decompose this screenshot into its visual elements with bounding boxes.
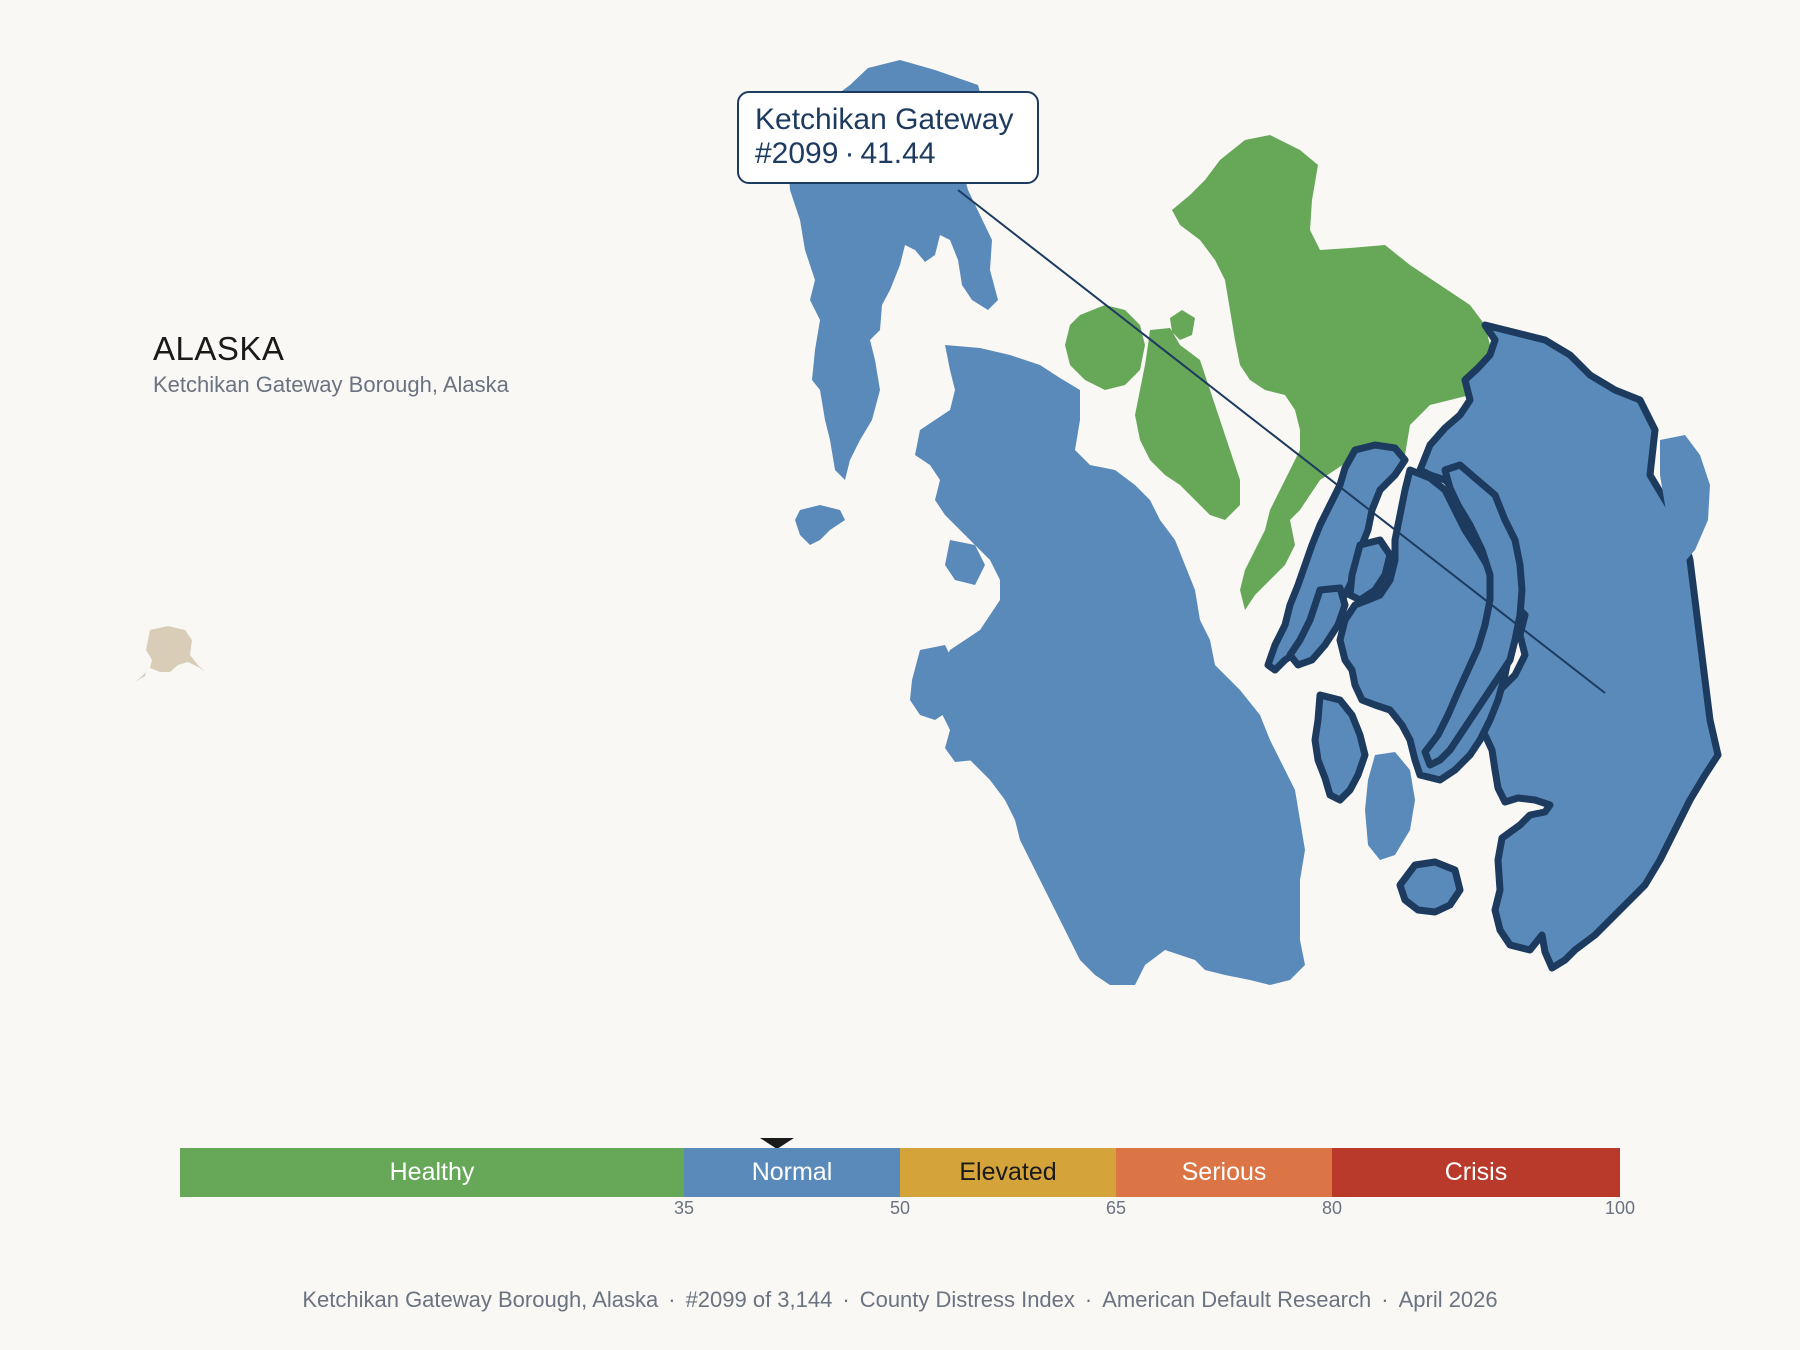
- county-tooltip: Ketchikan Gateway #2099 · 41.44: [737, 91, 1039, 184]
- county-region-pow-west-islands[interactable]: [910, 540, 1015, 762]
- legend-segment-healthy: Healthy: [180, 1148, 684, 1197]
- legend-tick-35: 35: [673, 1198, 695, 1218]
- county-region-south-islet[interactable]: [1365, 752, 1415, 860]
- footer-index: County Distress Index: [859, 1287, 1075, 1312]
- footer-date: April 2026: [1398, 1287, 1498, 1312]
- footer-county: Ketchikan Gateway Borough, Alaska: [302, 1287, 659, 1312]
- legend-tick-80: 80: [1321, 1198, 1343, 1218]
- county-region-green-mid-island[interactable]: [1135, 310, 1240, 520]
- county-region-east-blue[interactable]: [1660, 435, 1710, 565]
- state-title: ALASKA: [153, 330, 285, 367]
- tooltip-rank-score: #2099 · 41.44: [755, 137, 936, 170]
- county-region-green-west-island[interactable]: [1065, 305, 1145, 390]
- legend-segment-elevated: Elevated: [900, 1148, 1116, 1197]
- tooltip-score: 41.44: [860, 137, 936, 170]
- legend-tick-50: 50: [889, 1198, 911, 1218]
- footer-credits: Ketchikan Gateway Borough, Alaska · #2099 …: [302, 1287, 1498, 1312]
- footer-source: American Default Research: [1102, 1287, 1372, 1312]
- county-region-prince-of-wales[interactable]: [915, 345, 1305, 985]
- alaska-inset-icon: [135, 626, 205, 682]
- legend-segment-crisis: Crisis: [1332, 1148, 1620, 1197]
- score-marker-icon: [759, 1138, 794, 1149]
- legend-segment-serious: Serious: [1116, 1148, 1332, 1197]
- legend-segment-normal: Normal: [684, 1148, 900, 1197]
- county-region-green-north[interactable]: [1172, 135, 1500, 610]
- tooltip-rank: #2099: [755, 137, 839, 170]
- tooltip-leader-line: [957, 189, 1606, 694]
- county-region-north-blue-islet[interactable]: [795, 505, 845, 545]
- legend-tick-65: 65: [1105, 1198, 1127, 1218]
- tooltip-county-name: Ketchikan Gateway: [755, 103, 1014, 136]
- legend-tick-100: 100: [1604, 1198, 1636, 1218]
- footer-rank: #2099 of 3,144: [685, 1287, 833, 1312]
- county-subtitle: Ketchikan Gateway Borough, Alaska: [153, 372, 509, 397]
- distress-legend: Healthy Normal Elevated Serious Crisis: [180, 1148, 1620, 1197]
- highlighted-county-ketchikan-gateway[interactable]: [1264, 321, 1722, 972]
